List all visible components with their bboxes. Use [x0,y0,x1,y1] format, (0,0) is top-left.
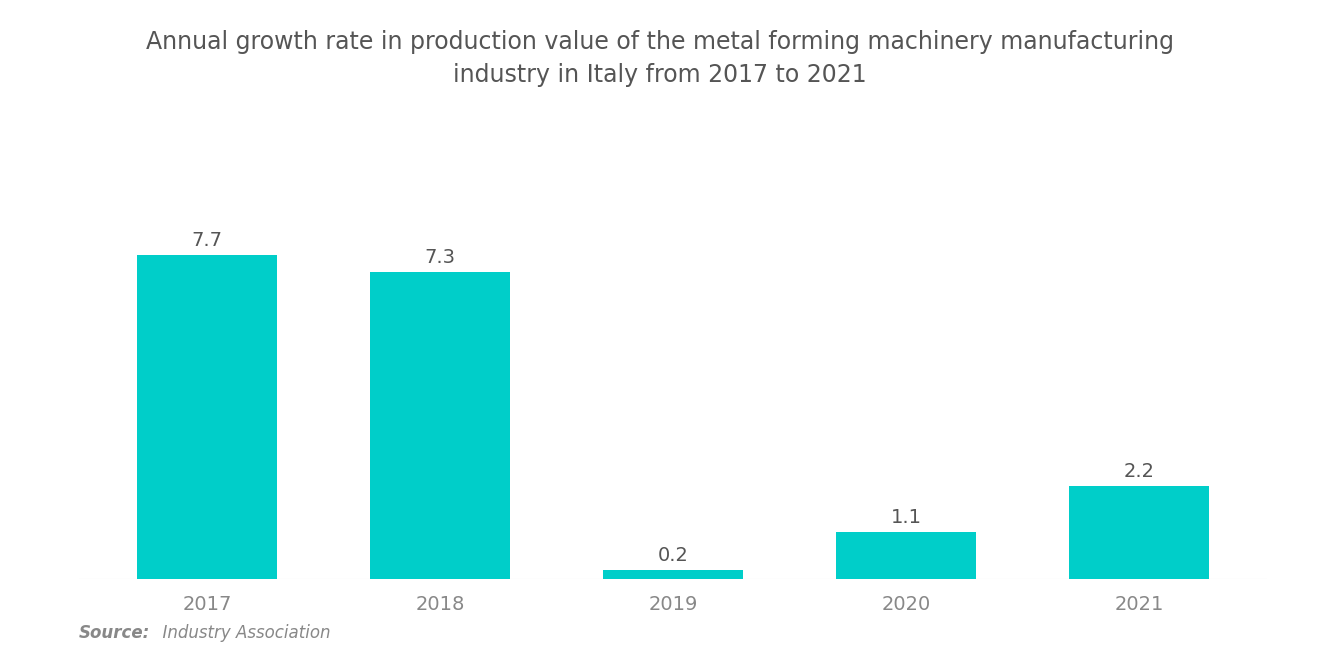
Text: Source:: Source: [79,624,150,642]
Bar [1069,486,1209,579]
Text: 1.1: 1.1 [891,508,921,527]
Text: Industry Association: Industry Association [152,624,330,642]
Text: 2.2: 2.2 [1123,462,1155,481]
Text: 0.2: 0.2 [657,546,689,565]
Text: 7.7: 7.7 [191,231,223,250]
Bar [137,255,277,579]
Text: Annual growth rate in production value of the metal forming machinery manufactur: Annual growth rate in production value o… [147,30,1173,87]
Bar [603,570,743,579]
Text: 7.3: 7.3 [425,248,455,267]
Bar [837,533,975,579]
Bar [371,272,510,579]
